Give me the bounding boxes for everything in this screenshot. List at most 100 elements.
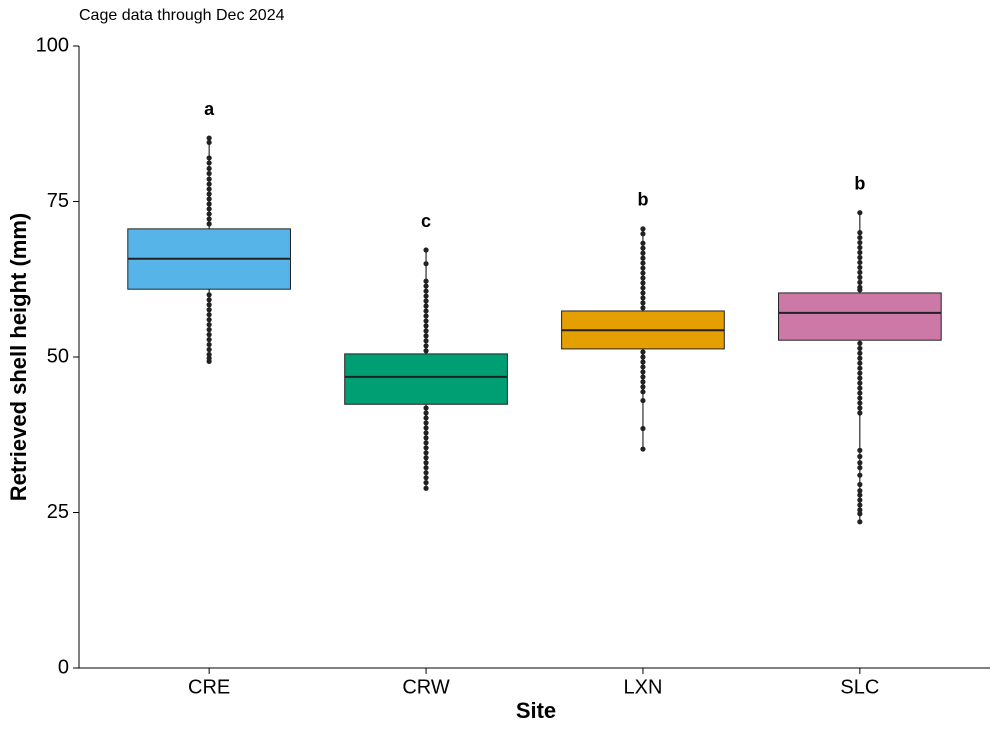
outlier-point	[857, 385, 863, 391]
outlier-point	[857, 350, 863, 356]
outlier-point	[423, 348, 429, 354]
outlier-point	[423, 425, 429, 431]
outlier-point	[857, 274, 863, 280]
outlier-point	[206, 216, 212, 222]
outlier-point	[206, 170, 212, 177]
outlier-point	[640, 270, 646, 276]
outlier-point	[857, 481, 863, 488]
outlier-point	[206, 327, 212, 333]
outlier-point	[423, 333, 429, 339]
outlier-point	[857, 340, 863, 346]
outlier-point	[206, 165, 212, 172]
outlier-point	[423, 475, 429, 481]
y-tick-label: 100	[36, 34, 69, 56]
outlier-point	[857, 465, 863, 471]
outlier-point	[857, 380, 863, 386]
outlier-point	[423, 470, 429, 476]
outlier-point	[640, 260, 646, 266]
outlier-point	[206, 160, 212, 166]
outlier-point	[857, 395, 863, 401]
outlier-point	[640, 379, 646, 385]
outlier-point	[206, 181, 212, 187]
outlier-point	[640, 374, 646, 380]
outlier-point	[423, 308, 429, 314]
outlier-point	[857, 390, 863, 396]
outlier-point	[206, 332, 212, 338]
group-letter: c	[421, 211, 431, 231]
x-tick-label: CRE	[188, 676, 230, 698]
outlier-point	[857, 269, 863, 276]
outlier-point	[206, 196, 212, 202]
outlier-point	[423, 420, 429, 426]
outlier-point	[640, 364, 646, 370]
outlier-point	[206, 135, 212, 141]
outlier-point	[206, 221, 212, 227]
outlier-point	[423, 430, 429, 436]
outlier-point	[857, 254, 863, 261]
outlier-point	[423, 323, 429, 329]
outlier-point	[857, 460, 863, 466]
outlier-point	[857, 244, 863, 251]
group-letter: b	[637, 190, 648, 210]
outlier-point	[640, 305, 646, 311]
group-letter: a	[204, 99, 215, 119]
outlier-point	[857, 370, 863, 376]
outlier-point	[857, 472, 863, 478]
x-axis-title: Site	[516, 698, 556, 723]
outlier-point	[423, 318, 429, 324]
outlier-point	[640, 425, 646, 432]
outlier-point	[857, 239, 863, 246]
outlier-point	[857, 492, 863, 498]
outlier-point	[423, 278, 429, 284]
outlier-point	[423, 460, 429, 466]
outlier-point	[206, 206, 212, 212]
outlier-point	[423, 343, 429, 349]
outlier-point	[423, 455, 429, 461]
outlier-point	[640, 446, 646, 452]
outlier-point	[640, 240, 646, 246]
outlier-point	[640, 265, 646, 271]
outlier-point	[423, 313, 429, 319]
outlier-point	[640, 349, 646, 355]
outlier-point	[857, 405, 863, 411]
outlier-point	[857, 259, 863, 266]
outlier-point	[423, 450, 429, 456]
outlier-point	[206, 186, 212, 192]
outlier-point	[423, 283, 429, 289]
outlier-point	[423, 435, 429, 441]
group-letter: b	[854, 173, 865, 193]
outlier-point	[423, 445, 429, 451]
outlier-point	[857, 507, 863, 513]
y-tick-label: 50	[47, 345, 69, 367]
outlier-point	[857, 287, 863, 293]
outlier-point	[857, 502, 863, 508]
x-tick-label: CRW	[402, 676, 450, 698]
outlier-point	[423, 338, 429, 344]
outlier-point	[857, 497, 863, 503]
outlier-point	[640, 231, 646, 237]
outlier-point	[640, 384, 646, 390]
outlier-point	[640, 389, 646, 395]
outlier-point	[206, 191, 212, 197]
outlier-point	[423, 465, 429, 471]
outlier-point	[423, 410, 429, 416]
outlier-point	[857, 488, 863, 494]
outlier-point	[423, 440, 429, 446]
outlier-point	[640, 250, 646, 256]
outlier-point	[857, 447, 863, 453]
outlier-point	[640, 255, 646, 261]
outlier-point	[857, 355, 863, 361]
outlier-point	[640, 295, 646, 301]
outlier-point	[423, 415, 429, 421]
y-tick-label: 75	[47, 190, 69, 212]
outlier-point	[640, 300, 646, 306]
outlier-point	[206, 201, 212, 207]
outlier-point	[206, 346, 212, 353]
outlier-point	[640, 285, 646, 291]
outlier-point	[206, 358, 212, 364]
outlier-point	[640, 369, 646, 375]
outlier-point	[857, 365, 863, 371]
outlier-point	[206, 292, 212, 298]
outlier-point	[206, 341, 212, 348]
